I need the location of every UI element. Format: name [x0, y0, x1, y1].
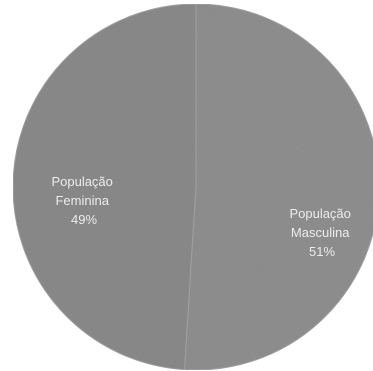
slice-label-masculina-percent: 51% [309, 244, 335, 259]
slice-label-masculina: População Masculina 51% [289, 206, 354, 259]
slice-label-feminina: População Feminina 49% [51, 174, 116, 227]
slice-label-masculina-line-2: Masculina [291, 225, 350, 240]
slice-masculina [183, 3, 373, 371]
slice-label-feminina-line-1: População [51, 174, 112, 189]
slice-label-masculina-line-1: População [289, 206, 350, 221]
slice-labels: População Feminina 49% População Masculi… [51, 174, 354, 259]
slice-label-feminina-percent: 49% [71, 212, 97, 227]
pie-slices [12, 3, 373, 371]
slice-label-feminina-line-2: Feminina [55, 193, 109, 208]
slice-feminina [12, 3, 197, 371]
